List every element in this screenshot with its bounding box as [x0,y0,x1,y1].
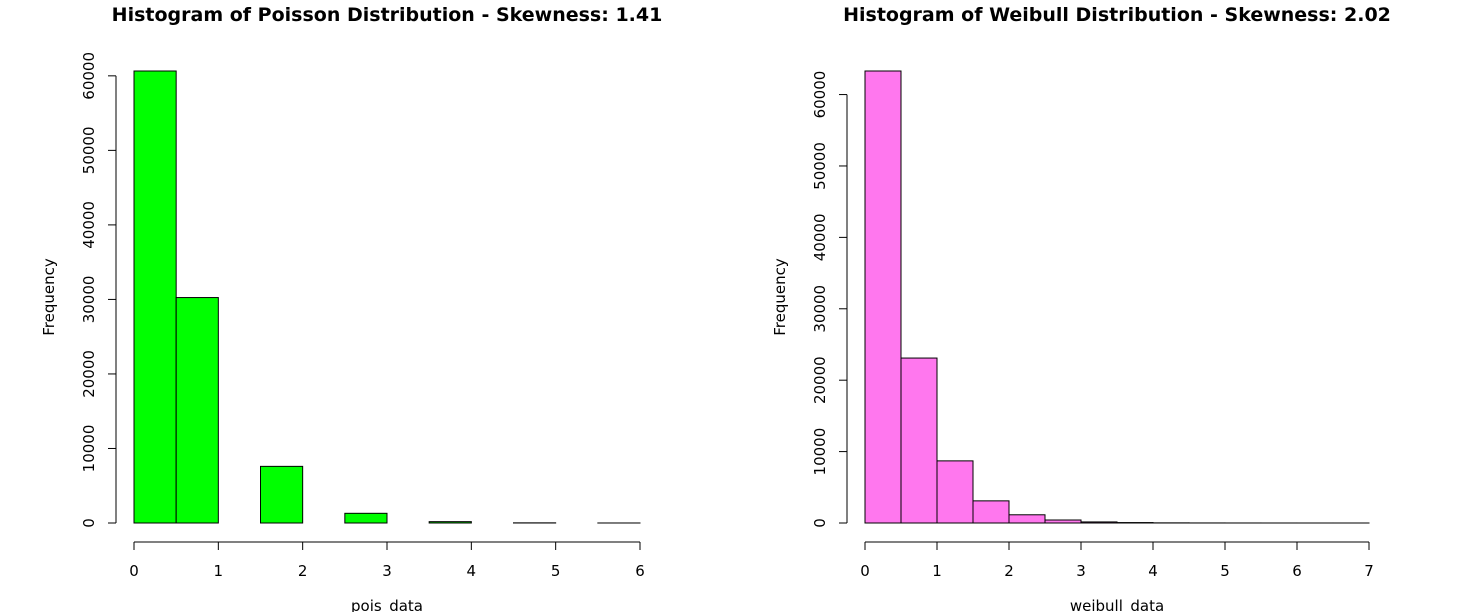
poisson-bars [133,70,641,524]
weibull-x-tick-label: 3 [1076,562,1086,580]
poisson-bar [344,512,388,524]
poisson-chart-title: Histogram of Poisson Distribution - Skew… [112,4,663,26]
weibull-y-tick-label: 0 [811,518,829,528]
poisson-y-axis: 0 10000 20000 30000 40000 50000 60000 [80,52,117,528]
weibull-y-tick-label: 10000 [811,428,829,476]
poisson-x-tick-label: 3 [382,562,392,580]
weibull-bar [1044,519,1082,524]
weibull-x-tick-label: 4 [1148,562,1158,580]
weibull-bar [864,70,902,524]
poisson-bar [133,70,177,524]
weibull-x-tick-label: 2 [1004,562,1014,580]
poisson-y-tick-label: 60000 [80,52,98,100]
poisson-y-axis-label: Frequency [40,258,58,336]
weibull-x-tick-label: 1 [932,562,942,580]
weibull-x-tick-label: 0 [860,562,870,580]
weibull-y-tick-label: 30000 [811,285,829,333]
weibull-bar [972,500,1010,524]
poisson-y-tick-label: 40000 [80,201,98,249]
poisson-x-tick-label: 0 [129,562,139,580]
weibull-y-axis: 0 10000 20000 30000 40000 50000 60000 [811,71,848,528]
weibull-bars [864,70,1370,524]
weibull-x-axis: 0 1 2 3 4 5 6 7 [860,541,1374,580]
weibull-y-tick-label: 50000 [811,142,829,190]
poisson-bar [260,465,304,524]
weibull-y-tick-label: 60000 [811,71,829,119]
weibull-bar [1080,521,1118,524]
weibull-bar [936,460,974,524]
poisson-x-axis-label: pois_data [351,597,423,612]
poisson-y-tick-label: 30000 [80,276,98,324]
poisson-y-tick-label: 20000 [80,350,98,398]
poisson-x-axis: 0 1 2 3 4 5 6 [129,541,645,580]
weibull-histogram-panel: Histogram of Weibull Distribution - Skew… [771,4,1391,612]
weibull-x-tick-label: 7 [1364,562,1374,580]
weibull-x-tick-label: 6 [1292,562,1302,580]
weibull-chart-title: Histogram of Weibull Distribution - Skew… [843,4,1391,26]
poisson-x-tick-label: 1 [214,562,224,580]
weibull-y-axis-label: Frequency [771,258,789,336]
poisson-y-tick-label: 0 [80,518,98,528]
weibull-y-tick-label: 20000 [811,356,829,404]
poisson-bar [175,297,219,524]
weibull-x-tick-label: 5 [1220,562,1230,580]
weibull-x-axis-label: weibull_data [1070,597,1164,612]
poisson-y-tick-label: 50000 [80,127,98,175]
weibull-y-tick-label: 40000 [811,214,829,262]
poisson-x-tick-label: 2 [298,562,308,580]
poisson-x-tick-label: 5 [551,562,561,580]
poisson-histogram-panel: Histogram of Poisson Distribution - Skew… [40,4,662,612]
poisson-bar [428,521,472,524]
poisson-x-tick-label: 6 [635,562,645,580]
weibull-bar [900,357,938,524]
weibull-bar [1008,514,1046,524]
poisson-y-tick-label: 10000 [80,425,98,473]
poisson-x-tick-label: 4 [467,562,477,580]
